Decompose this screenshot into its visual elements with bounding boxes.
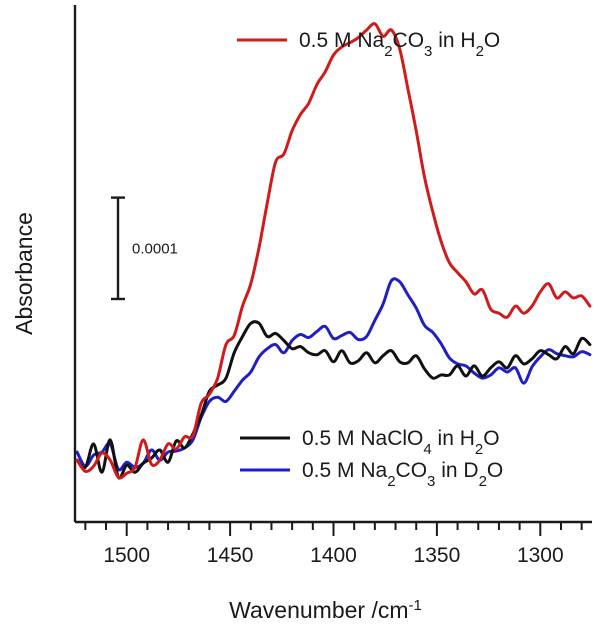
plot-area	[75, 22, 592, 480]
x-tick-label: 1300	[517, 544, 564, 567]
scale-bar: 0.0001	[111, 196, 178, 301]
legend: 0.5 M Na2CO3 in H2O 0.5 M NaClO4 in H2O0.…	[237, 29, 503, 490]
series-line-1	[75, 320, 592, 480]
series-line-0	[75, 22, 592, 480]
x-tick-label: 1400	[310, 544, 357, 567]
y-axis-title: Absorbance	[11, 212, 37, 335]
x-axis-title: Wavenumber /cm-1	[229, 597, 422, 624]
legend-label-0: 0.5 M Na2CO3 in H2O	[299, 29, 500, 60]
x-tick-label: 1500	[103, 544, 150, 567]
x-tick-label: 1350	[414, 544, 461, 567]
legend-label-1: 0.5 M NaClO4 in H2O	[302, 427, 500, 458]
legend-label-2: 0.5 M Na2CO3 in D2O	[302, 459, 503, 490]
scale-bar-label: 0.0001	[132, 240, 178, 257]
axes: 1500 1450 1400 1350 1300	[73, 5, 592, 567]
axis-titles: Wavenumber /cm-1 Absorbance	[11, 212, 422, 623]
x-tick-label: 1450	[207, 544, 254, 567]
